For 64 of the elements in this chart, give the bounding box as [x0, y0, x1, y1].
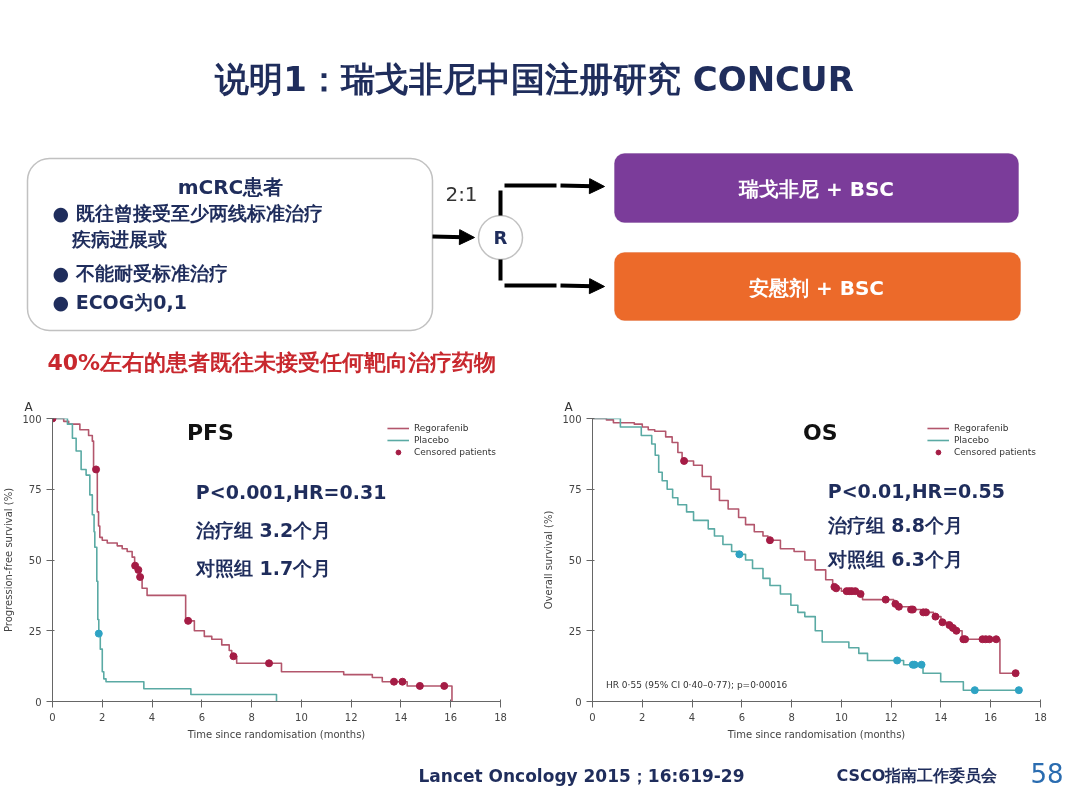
- y-tick-label: 75: [568, 484, 582, 496]
- x-tick-label: 6: [198, 711, 206, 723]
- annotation: 对照组 6.3个月: [826, 547, 963, 570]
- text: ● 不能耐受标准治疗: [52, 261, 228, 284]
- annotation: HR 0·55 (95% CI 0·40–0·77); p=0·00016: [605, 679, 788, 690]
- x-tick-label: 18: [1034, 711, 1047, 723]
- y-tick-label: 25: [28, 625, 42, 637]
- y-axis-title: Progression-free survival (%): [3, 487, 15, 633]
- text: CSCO指南工作委员会: [836, 766, 999, 785]
- legend-label: Censored patients: [953, 446, 1036, 458]
- legend-label: Placebo: [953, 434, 990, 446]
- legend-label: Regorafenib: [953, 422, 1009, 434]
- x-tick-label: 4: [148, 711, 156, 723]
- text: 40%左右的患者既往未接受任何靶向治疗药物: [47, 350, 497, 375]
- x-tick-label: 6: [738, 711, 746, 723]
- x-tick-label: 12: [884, 711, 898, 723]
- x-tick-label: 10: [295, 711, 308, 723]
- text: ● 既往曾接受至少两线标准治疗疾病进展或: [52, 201, 323, 250]
- x-axis-title: Time since randomisation (months): [726, 728, 906, 740]
- chart-title: PFS: [186, 420, 234, 446]
- x-tick-label: 4: [688, 711, 696, 723]
- y-tick-label: 0: [35, 696, 42, 708]
- annotation: P<0.001,HR=0.31: [195, 481, 387, 504]
- text: 说明1：瑞戈非尼中国注册研究 CONCUR: [214, 58, 854, 99]
- annotation: 治疗组 8.8个月: [826, 513, 963, 536]
- y-tick-label: 75: [28, 484, 42, 496]
- y-tick-label: 50: [568, 555, 582, 566]
- y-tick-label: 50: [28, 555, 42, 566]
- y-tick-label: 100: [562, 413, 582, 425]
- x-tick-label: 16: [444, 711, 458, 723]
- x-tick-label: 12: [344, 711, 358, 723]
- text: A: [564, 399, 574, 414]
- text: Lancet Oncology 2015；16:619-29: [418, 765, 745, 786]
- text: mCRC患者: [177, 174, 284, 199]
- x-tick-label: 2: [639, 711, 646, 723]
- x-tick-label: 14: [394, 711, 408, 723]
- y-tick-label: 25: [568, 625, 582, 637]
- annotation: P<0.01,HR=0.55: [827, 479, 1005, 502]
- chart-title: OS: [803, 420, 838, 446]
- y-axis-title: Overall survival (%): [543, 510, 555, 610]
- text: A: [24, 399, 34, 414]
- x-tick-label: 0: [589, 711, 596, 723]
- x-tick-label: 8: [788, 711, 795, 723]
- x-tick-label: 14: [934, 711, 948, 723]
- x-tick-label: 2: [99, 711, 106, 723]
- legend-label: Placebo: [413, 434, 450, 446]
- text: R: [493, 227, 508, 248]
- x-tick-label: 16: [984, 711, 998, 723]
- legend-label: Censored patients: [413, 446, 496, 458]
- x-tick-label: 18: [494, 711, 507, 723]
- text: ● ECOG为0,1: [52, 290, 188, 313]
- x-tick-label: 8: [248, 711, 255, 723]
- annotation: 治疗组 3.2个月: [194, 519, 332, 542]
- text: 2:1: [445, 181, 478, 206]
- annotation: 对照组 1.7个月: [194, 557, 332, 580]
- y-tick-label: 0: [575, 696, 582, 708]
- y-tick-label: 100: [22, 413, 42, 425]
- x-tick-label: 0: [49, 711, 56, 723]
- text: 瑞戈非尼 + BSC: [738, 176, 895, 201]
- x-axis-title: Time since randomisation (months): [186, 728, 366, 740]
- text: 安慰剂 + BSC: [749, 275, 885, 300]
- legend-label: Regorafenib: [413, 422, 469, 434]
- text: 58: [1030, 758, 1064, 789]
- x-tick-label: 10: [835, 711, 848, 723]
